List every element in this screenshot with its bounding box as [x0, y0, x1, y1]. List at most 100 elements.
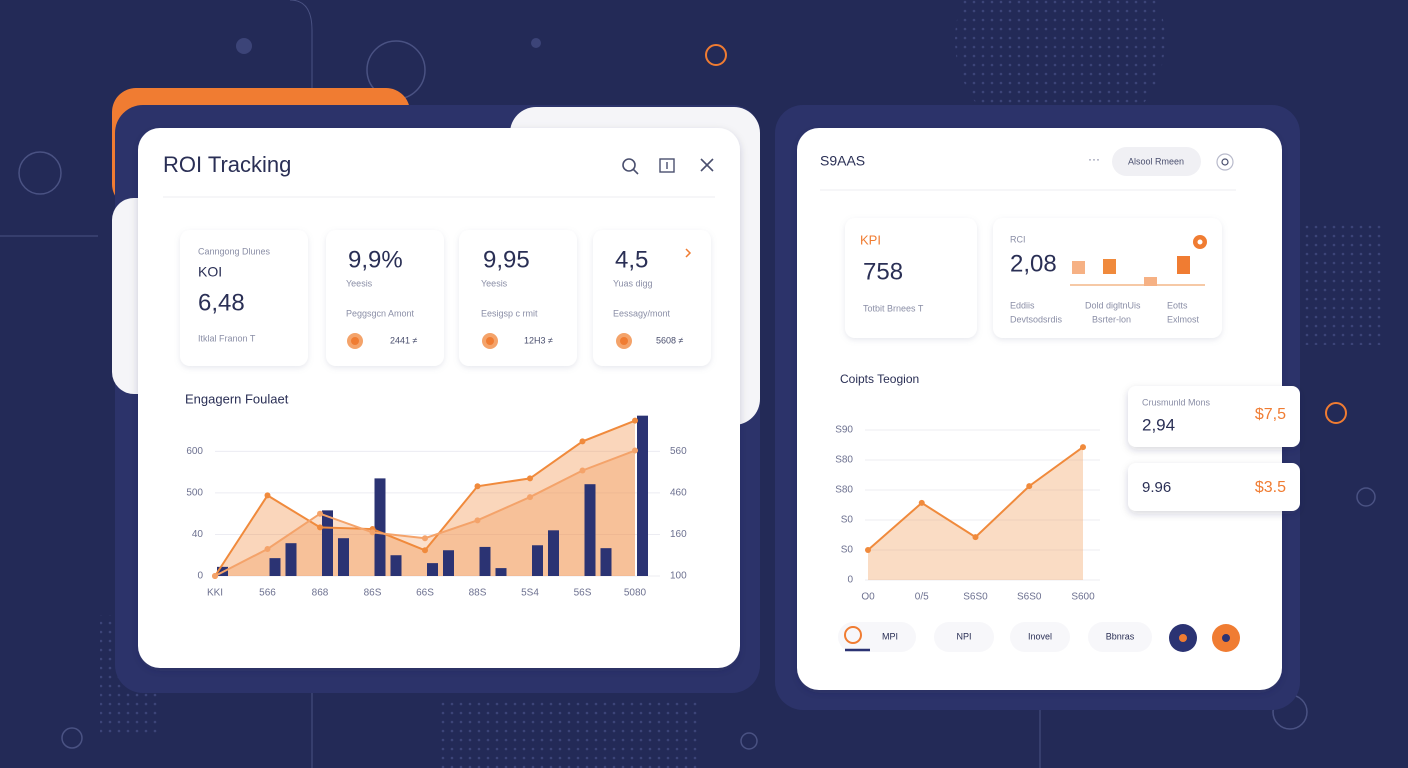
bar — [374, 478, 386, 576]
x-tick-label: 5S4 — [521, 588, 539, 599]
pill-button[interactable]: Alsool Rmeen — [1112, 147, 1201, 176]
bar — [322, 510, 333, 576]
x-tick-label: S6S0 — [963, 592, 988, 603]
kpi-caption: Canngong Dlunes — [198, 246, 271, 256]
y-tick-label: 40 — [192, 529, 204, 540]
point — [264, 546, 271, 552]
point — [474, 483, 481, 490]
point — [369, 529, 376, 536]
kpi-card[interactable]: Canngong Dlunes KOI 6,48 Itklal Franon T — [180, 230, 308, 366]
side-card[interactable]: 9.96 $3.5 — [1128, 463, 1300, 511]
y-tick-label: S0 — [841, 545, 854, 556]
y2-tick-label: 160 — [670, 529, 687, 540]
bar — [390, 555, 402, 576]
kpi-card[interactable]: 4,5 Yuas digg Eessagy/mont 5608 ≠ — [593, 230, 711, 366]
tab[interactable]: MPI — [838, 622, 916, 652]
point — [632, 447, 638, 454]
y2-tick-label: 460 — [670, 488, 687, 499]
bar — [495, 568, 507, 576]
bar — [548, 530, 559, 576]
kpi-column-text: Dold digltnUis — [1085, 300, 1141, 310]
kpi-footer: 2441 ≠ — [390, 335, 418, 345]
kpi-value: 9,9% — [348, 246, 403, 273]
kpi-label: RCI — [1010, 234, 1026, 244]
kpi-value: 758 — [863, 258, 903, 285]
kpi-footer: Itklal Franon T — [198, 333, 256, 343]
bar — [338, 538, 349, 576]
kpi-column-text: Exlmost — [1167, 314, 1200, 324]
x-tick-label: 868 — [312, 588, 329, 599]
side-card[interactable]: Crusmunld Mons 2,94 $7,5 — [1128, 386, 1300, 447]
y-tick-label: 0 — [847, 575, 853, 586]
kpi-column-text: Bsrter-lon — [1092, 314, 1131, 324]
tab[interactable]: Bbnras — [1088, 622, 1152, 652]
point — [264, 492, 271, 499]
kpi-value: 2,08 — [1010, 250, 1057, 277]
area — [215, 420, 635, 576]
engagement-chart: 0 40 500 600 100 160 460 560 KKI 566 868 86S 66S 88S 5… — [186, 415, 687, 599]
x-tick-label: S600 — [1071, 592, 1095, 603]
action-button[interactable] — [1169, 624, 1197, 652]
side-card-value: 2,94 — [1142, 415, 1175, 434]
tab[interactable]: Inovel — [1010, 622, 1070, 652]
area — [868, 447, 1083, 580]
more-button[interactable]: ··· — [1088, 152, 1100, 166]
point — [579, 438, 586, 445]
tab[interactable]: NPI — [934, 622, 994, 652]
kpi-value: 6,48 — [198, 289, 245, 316]
x-tick-label: 566 — [259, 588, 276, 599]
tab-label: MPI — [882, 631, 898, 641]
kpi-footer: 12H3 ≠ — [524, 335, 553, 345]
bar — [479, 546, 491, 576]
y-tick-label: 0 — [197, 571, 203, 582]
kpi-card[interactable]: 9,9% Yeesis Peggsgcn Amont 2441 ≠ — [326, 230, 444, 366]
bar — [443, 550, 454, 576]
point — [212, 573, 218, 579]
y-tick-label: S80 — [835, 485, 853, 496]
kpi-column-text: Eddiis — [1010, 300, 1035, 310]
kpi-card[interactable]: 9,95 Yeesis Eesigsp c rmit 12H3 ≠ — [459, 230, 577, 366]
kpi-card[interactable]: KPI 758 Totbit Brnees T — [845, 218, 977, 338]
kpi-label: KOI — [198, 264, 222, 280]
point — [1080, 444, 1086, 451]
kpi-caption: Eessagy/mont — [613, 308, 671, 318]
y-tick-label: 600 — [186, 446, 203, 457]
point — [1026, 483, 1033, 490]
point — [422, 535, 428, 542]
bar — [600, 548, 612, 576]
y-tick-label: S90 — [835, 425, 853, 436]
kpi-label: KPI — [860, 232, 881, 247]
point — [422, 547, 428, 554]
x-tick-label: 86S — [364, 588, 382, 599]
kpi-label: Yeesis — [346, 278, 373, 288]
y-tick-label: S0 — [841, 515, 854, 526]
bar — [584, 484, 596, 576]
button-label: Alsool Rmeen — [1128, 156, 1184, 166]
kpi-footer: 5608 ≠ — [656, 335, 684, 345]
close-button[interactable] — [700, 158, 714, 172]
y2-tick-label: 100 — [670, 571, 687, 582]
search-button[interactable] — [622, 158, 639, 175]
side-card-amount: $3.5 — [1255, 479, 1286, 496]
point — [527, 494, 533, 501]
kpi-value: 9,95 — [483, 246, 530, 273]
chart-title: Engagern Foulaet — [185, 391, 289, 406]
kpi-value: 4,5 — [615, 246, 648, 273]
action-button[interactable] — [1212, 624, 1240, 652]
tab-label: Bbnras — [1106, 631, 1135, 641]
region-chart: 0 S0 S0 S80 S80 S90 O0 0/5 S6S0 S6S0 S600 — [835, 425, 1100, 603]
y2-tick-label: 560 — [670, 446, 687, 457]
x-tick-label: KKI — [207, 588, 223, 599]
point — [317, 510, 323, 517]
kpi-card[interactable]: RCI 2,08 Eddiis Devtsodsrdis Dold digltn… — [993, 218, 1222, 338]
refresh-button[interactable] — [1216, 153, 1234, 171]
panel-title: S9AAS — [820, 153, 865, 169]
tab-label: Inovel — [1028, 631, 1052, 641]
kpi-footer: Totbit Brnees T — [863, 303, 924, 313]
expand-button[interactable] — [659, 158, 675, 173]
point — [474, 517, 481, 524]
left-panel: ROI Tracking Canngong Dlunes KOI 6,48 It… — [112, 88, 760, 693]
x-tick-label: 66S — [416, 588, 434, 599]
kpi-label: Yuas digg — [613, 278, 653, 288]
